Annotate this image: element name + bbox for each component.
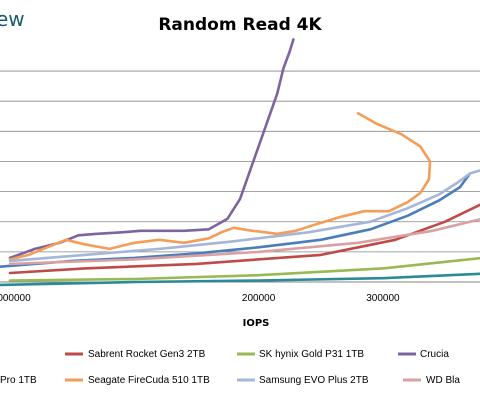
series-line bbox=[8, 169, 480, 263]
chart-title: Random Read 4K bbox=[158, 15, 322, 35]
legend-label: Sabrent Rocket Gen3 2TB bbox=[88, 349, 206, 360]
series-line bbox=[8, 203, 480, 275]
series-line bbox=[8, 217, 480, 266]
x-tick-label: 000000 bbox=[0, 293, 31, 304]
series-line bbox=[0, 272, 480, 287]
legend-label: Samsung EVO Plus 2TB bbox=[259, 375, 369, 386]
gridlines bbox=[0, 70, 480, 253]
series-line bbox=[8, 112, 432, 261]
series-line bbox=[8, 38, 295, 260]
legend-label: Crucia bbox=[420, 349, 449, 360]
series-group bbox=[0, 38, 480, 287]
logo-text: ew bbox=[0, 7, 25, 31]
series-line bbox=[8, 256, 480, 282]
legend-label: Pro 1TB bbox=[0, 375, 37, 386]
x-tick-label: 300000 bbox=[366, 293, 400, 304]
legend-label: Seagate FireCuda 510 1TB bbox=[88, 375, 210, 386]
x-axis-ticks: 000000200000300000400000 bbox=[0, 293, 400, 304]
x-tick-label: 200000 bbox=[242, 293, 276, 304]
legend-label: SK hynix Gold P31 1TB bbox=[259, 349, 364, 360]
legend-label: WD Bla bbox=[426, 375, 460, 386]
x-axis-title: IOPS bbox=[243, 318, 270, 329]
